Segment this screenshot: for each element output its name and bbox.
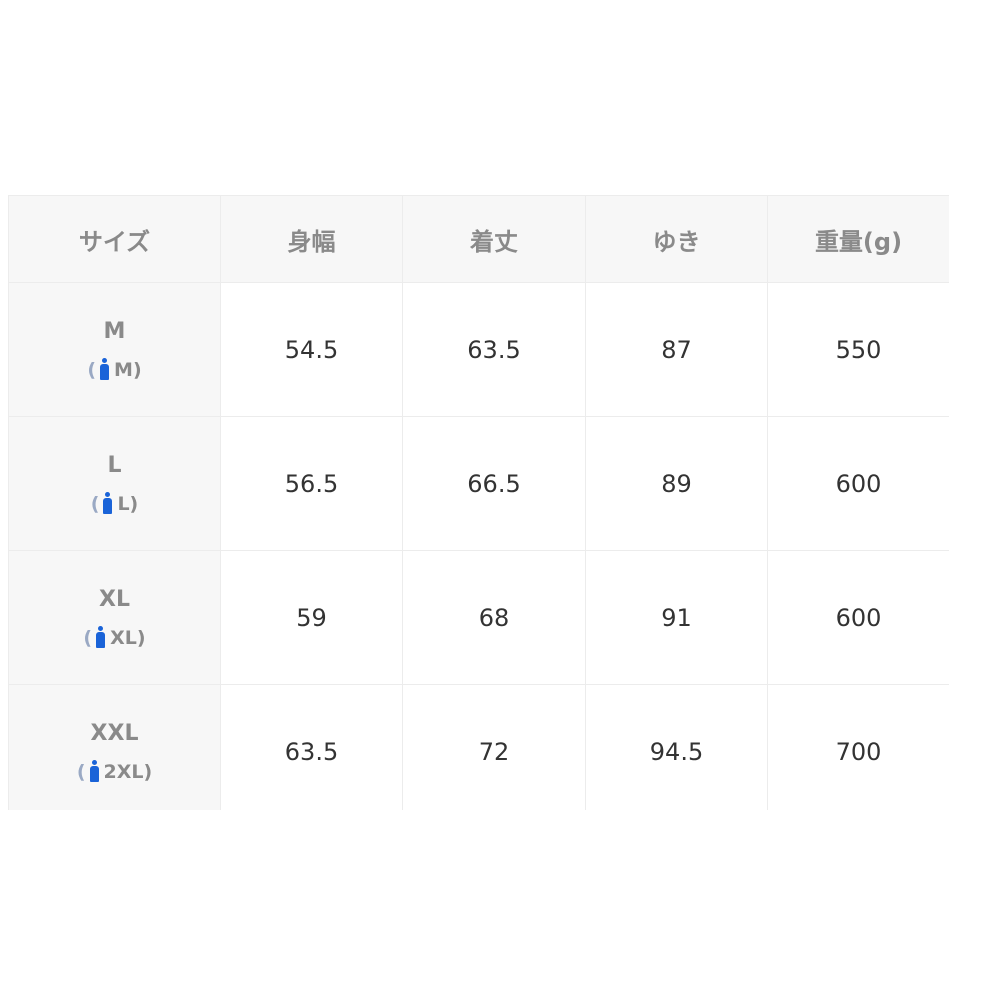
value-cell: 89 bbox=[585, 416, 768, 551]
table-row: M (M) 54.5 63.5 87 550 bbox=[8, 282, 949, 417]
size-label: M bbox=[103, 318, 126, 344]
table-row: XL (XL) 59 68 91 600 bbox=[8, 550, 949, 685]
size-chart: サイズ 身幅 着丈 ゆき 重量(g) M (M) 54.5 63.5 87 550 L… bbox=[8, 195, 949, 810]
person-icon bbox=[89, 759, 99, 782]
alt-size-label: (L) bbox=[90, 491, 139, 515]
header-sleeve: ゆき bbox=[585, 195, 768, 283]
value-cell: 59 bbox=[220, 550, 403, 685]
value-cell: 68 bbox=[402, 550, 586, 685]
value-cell: 550 bbox=[767, 282, 949, 417]
size-cell: XL (XL) bbox=[8, 550, 221, 685]
header-row: サイズ 身幅 着丈 ゆき 重量(g) bbox=[8, 195, 949, 283]
alt-size-label: (2XL) bbox=[76, 759, 153, 783]
header-size: サイズ bbox=[8, 195, 221, 283]
header-length: 着丈 bbox=[402, 195, 586, 283]
size-table: サイズ 身幅 着丈 ゆき 重量(g) M (M) 54.5 63.5 87 550 L… bbox=[8, 195, 949, 810]
value-cell: 66.5 bbox=[402, 416, 586, 551]
value-cell: 600 bbox=[767, 550, 949, 685]
value-cell: 72 bbox=[402, 684, 586, 810]
table-row: XXL (2XL) 63.5 72 94.5 700 bbox=[8, 684, 949, 810]
person-icon bbox=[95, 625, 106, 648]
value-cell: 91 bbox=[585, 550, 768, 685]
value-cell: 94.5 bbox=[585, 684, 768, 810]
value-cell: 63.5 bbox=[402, 282, 586, 417]
person-icon bbox=[99, 357, 110, 380]
table-row: L (L) 56.5 66.5 89 600 bbox=[8, 416, 949, 551]
header-chest-width: 身幅 bbox=[220, 195, 403, 283]
value-cell: 600 bbox=[767, 416, 949, 551]
size-cell: XXL (2XL) bbox=[8, 684, 221, 810]
value-cell: 700 bbox=[767, 684, 949, 810]
size-label: XL bbox=[99, 586, 130, 612]
value-cell: 56.5 bbox=[220, 416, 403, 551]
size-label: L bbox=[107, 452, 122, 478]
size-cell: L (L) bbox=[8, 416, 221, 551]
value-cell: 87 bbox=[585, 282, 768, 417]
header-weight: 重量(g) bbox=[767, 195, 949, 283]
size-label: XXL bbox=[90, 720, 139, 746]
value-cell: 63.5 bbox=[220, 684, 403, 810]
person-icon bbox=[102, 491, 113, 514]
size-cell: M (M) bbox=[8, 282, 221, 417]
alt-size-label: (XL) bbox=[83, 625, 146, 649]
alt-size-label: (M) bbox=[87, 357, 142, 381]
value-cell: 54.5 bbox=[220, 282, 403, 417]
